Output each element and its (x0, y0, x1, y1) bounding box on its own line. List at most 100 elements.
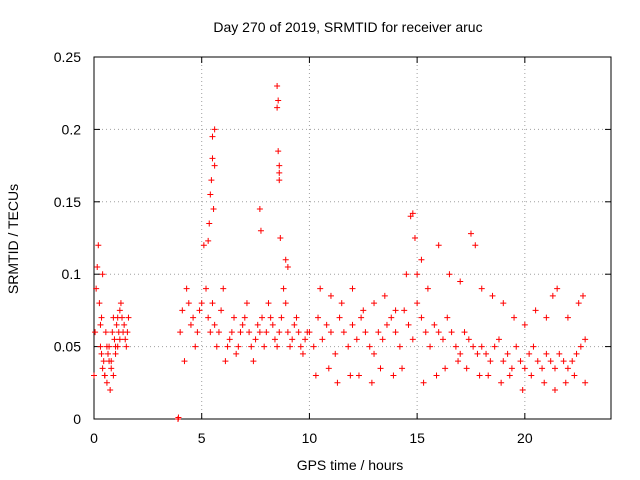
data-point (478, 343, 485, 350)
data-point (506, 372, 513, 379)
data-point (495, 336, 502, 343)
data-point (532, 307, 539, 314)
data-point (98, 350, 105, 357)
data-point (467, 230, 474, 237)
data-point (282, 256, 289, 263)
data-point (209, 133, 216, 140)
data-point (108, 365, 115, 372)
data-point (185, 300, 192, 307)
data-point (401, 307, 408, 314)
data-point (210, 206, 217, 213)
data-point (98, 314, 105, 321)
data-point (457, 278, 464, 285)
data-point (564, 314, 571, 321)
data-point (547, 358, 554, 365)
data-point (442, 365, 449, 372)
data-point (381, 292, 388, 299)
data-point (241, 314, 248, 321)
data-point (511, 314, 518, 321)
data-point (109, 329, 116, 336)
data-point (215, 329, 222, 336)
data-point (551, 365, 558, 372)
data-point (543, 350, 550, 357)
data-point (371, 350, 378, 357)
data-point (327, 329, 334, 336)
data-point (220, 285, 227, 292)
data-point (405, 321, 412, 328)
y-tick-label: 0.05 (54, 339, 81, 355)
data-point (414, 271, 421, 278)
data-point (265, 300, 272, 307)
data-point (528, 372, 535, 379)
data-point (276, 177, 283, 184)
data-point (521, 365, 528, 372)
data-point (239, 321, 246, 328)
data-point (116, 336, 123, 343)
data-point (103, 379, 110, 386)
data-point (246, 329, 253, 336)
data-point (519, 387, 526, 394)
data-point (358, 314, 365, 321)
data-point (564, 365, 571, 372)
data-point (97, 321, 104, 328)
data-point (556, 350, 563, 357)
x-tick-label: 10 (302, 430, 318, 446)
data-point (517, 358, 524, 365)
data-point (275, 97, 282, 104)
data-point (347, 372, 354, 379)
data-point (103, 343, 110, 350)
data-point (409, 210, 416, 217)
plot-frame (93, 56, 612, 420)
data-point (94, 263, 101, 270)
data-point (106, 358, 113, 365)
data-point (276, 329, 283, 336)
data-point (295, 329, 302, 336)
data-point (418, 256, 425, 263)
data-point (375, 329, 382, 336)
data-point (117, 300, 124, 307)
data-point (355, 372, 362, 379)
data-point (299, 350, 306, 357)
data-point (237, 329, 244, 336)
y-tick-label: 0.1 (62, 266, 82, 282)
data-point (122, 336, 129, 343)
y-tick-label: 0.15 (54, 194, 81, 210)
data-point (177, 329, 184, 336)
data-point (325, 365, 332, 372)
data-point (353, 336, 360, 343)
data-point (366, 343, 373, 350)
data-point (284, 329, 291, 336)
data-point (418, 314, 425, 321)
data-point (302, 336, 309, 343)
data-point (181, 358, 188, 365)
data-point (427, 343, 434, 350)
data-point (93, 285, 100, 292)
data-point (107, 387, 114, 394)
data-point (211, 162, 218, 169)
data-point (114, 343, 121, 350)
data-point (424, 285, 431, 292)
data-point (465, 336, 472, 343)
data-point (422, 329, 429, 336)
data-point (289, 336, 296, 343)
data-point (508, 365, 515, 372)
data-point (446, 271, 453, 278)
data-point (345, 343, 352, 350)
data-point (530, 343, 537, 350)
data-point (207, 329, 214, 336)
data-point (280, 285, 287, 292)
data-point (312, 372, 319, 379)
data-point (261, 343, 268, 350)
data-point (420, 379, 427, 386)
data-point (571, 372, 578, 379)
data-point (284, 263, 291, 270)
data-point (457, 350, 464, 357)
data-point (211, 321, 218, 328)
data-point (521, 321, 528, 328)
y-tick-label: 0.2 (62, 121, 82, 137)
data-point (101, 372, 108, 379)
data-point (257, 227, 264, 234)
data-point (371, 300, 378, 307)
